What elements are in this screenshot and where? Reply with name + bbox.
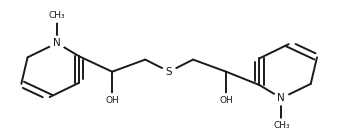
Text: CH₃: CH₃ <box>273 121 290 130</box>
Ellipse shape <box>50 36 64 50</box>
Text: CH₃: CH₃ <box>49 11 65 20</box>
Text: OH: OH <box>219 96 233 105</box>
Ellipse shape <box>43 9 71 22</box>
Ellipse shape <box>274 92 289 105</box>
Ellipse shape <box>267 119 295 132</box>
Text: S: S <box>166 67 172 77</box>
Text: N: N <box>277 93 285 103</box>
Text: OH: OH <box>105 96 119 105</box>
Ellipse shape <box>162 65 176 78</box>
Ellipse shape <box>217 94 235 107</box>
Ellipse shape <box>103 94 121 107</box>
Text: N: N <box>53 38 61 48</box>
